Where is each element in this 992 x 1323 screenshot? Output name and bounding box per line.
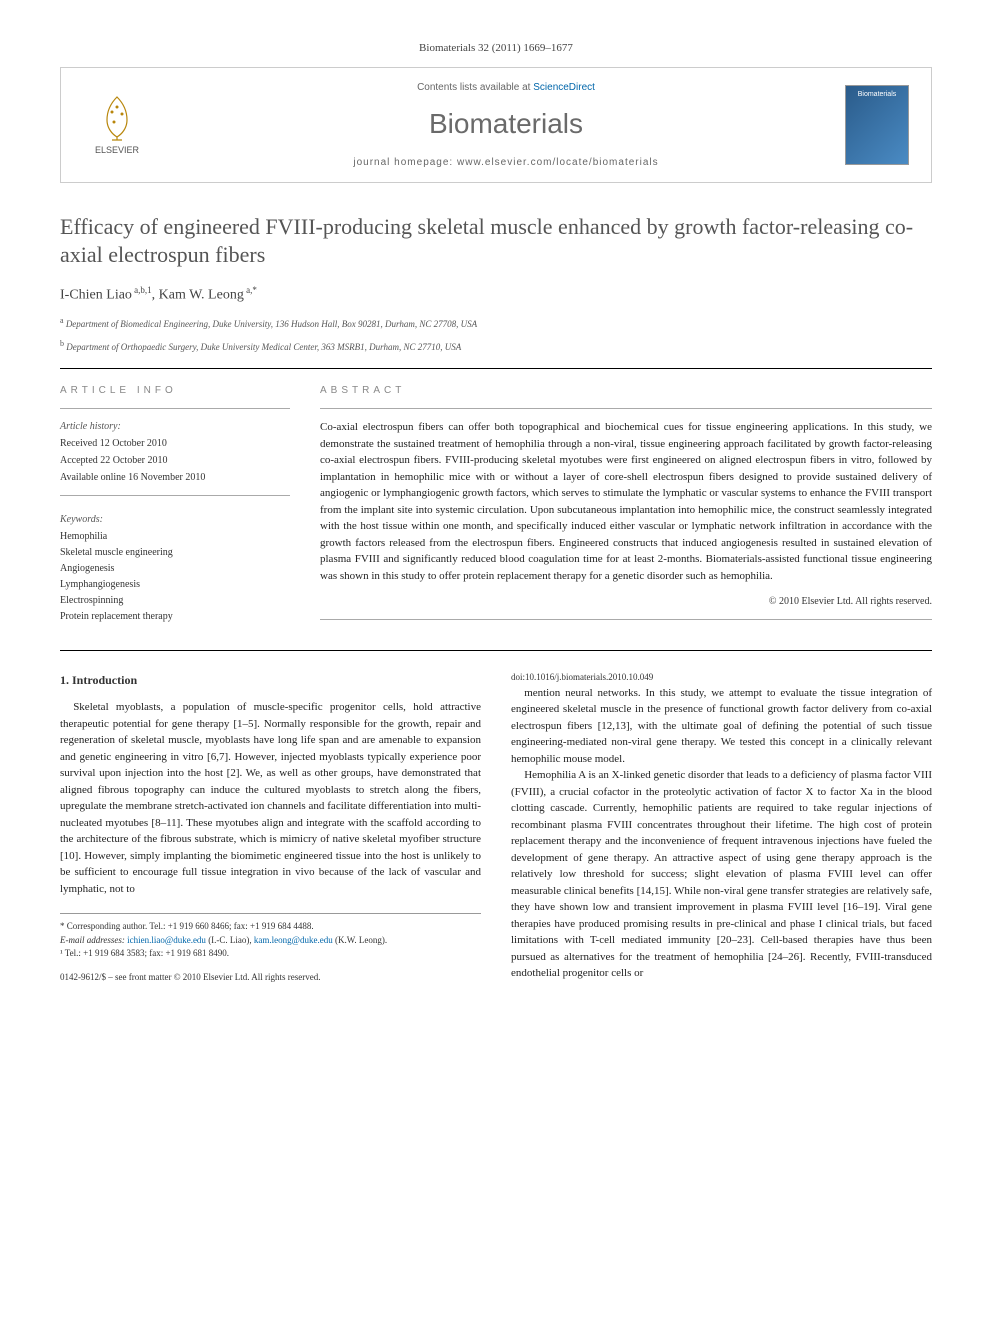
abstract-column: ABSTRACT Co-axial electrospun fibers can… bbox=[320, 383, 932, 630]
keyword: Hemophilia bbox=[60, 529, 290, 545]
section-1-heading: 1. Introduction bbox=[60, 671, 481, 689]
article-title: Efficacy of engineered FVIII-producing s… bbox=[60, 213, 932, 270]
intro-paragraph-2: mention neural networks. In this study, … bbox=[511, 685, 932, 768]
history-received: Received 12 October 2010 bbox=[60, 436, 290, 451]
author-1-affil: a,b,1 bbox=[132, 285, 152, 295]
journal-title: Biomaterials bbox=[183, 103, 829, 145]
divider bbox=[60, 495, 290, 496]
header-center: Contents lists available at ScienceDirec… bbox=[183, 80, 829, 170]
keywords-block: Keywords: Hemophilia Skeletal muscle eng… bbox=[60, 512, 290, 625]
contents-prefix: Contents lists available at bbox=[417, 82, 533, 93]
keyword: Skeletal muscle engineering bbox=[60, 545, 290, 561]
email-link-1[interactable]: ichien.liao@duke.edu bbox=[127, 935, 206, 945]
affiliation-a: a Department of Biomedical Engineering, … bbox=[60, 315, 932, 331]
body-two-column: 1. Introduction Skeletal myoblasts, a po… bbox=[60, 671, 932, 984]
homepage-url: www.elsevier.com/locate/biomaterials bbox=[457, 157, 659, 168]
contents-available-line: Contents lists available at ScienceDirec… bbox=[183, 80, 829, 95]
footnotes-block: * Corresponding author. Tel.: +1 919 660… bbox=[60, 913, 481, 961]
journal-reference: Biomaterials 32 (2011) 1669–1677 bbox=[60, 40, 932, 57]
intro-paragraph-1: Skeletal myoblasts, a population of musc… bbox=[60, 699, 481, 897]
author-2-affil: a,* bbox=[244, 285, 257, 295]
divider bbox=[60, 368, 932, 369]
author-list: I-Chien Liao a,b,1, Kam W. Leong a,* bbox=[60, 284, 932, 306]
elsevier-logo: ELSEVIER bbox=[77, 85, 157, 165]
corresponding-author-note: * Corresponding author. Tel.: +1 919 660… bbox=[60, 920, 481, 934]
journal-homepage-line: journal homepage: www.elsevier.com/locat… bbox=[183, 155, 829, 170]
abstract-text: Co-axial electrospun fibers can offer bo… bbox=[320, 419, 932, 584]
keyword: Protein replacement therapy bbox=[60, 609, 290, 625]
keywords-label: Keywords: bbox=[60, 512, 290, 527]
info-abstract-grid: ARTICLE INFO Article history: Received 1… bbox=[60, 383, 932, 630]
affiliation-b: b Department of Orthopaedic Surgery, Duk… bbox=[60, 338, 932, 354]
homepage-prefix: journal homepage: bbox=[353, 157, 457, 168]
author-2: Kam W. Leong bbox=[159, 287, 244, 302]
divider bbox=[320, 408, 932, 409]
journal-cover-thumbnail: Biomaterials bbox=[845, 85, 909, 165]
history-label: Article history: bbox=[60, 419, 290, 434]
abstract-label: ABSTRACT bbox=[320, 383, 932, 398]
author-1: I-Chien Liao bbox=[60, 287, 132, 302]
doi-line: doi:10.1016/j.biomaterials.2010.10.049 bbox=[511, 671, 932, 685]
email-link-2[interactable]: kam.leong@duke.edu bbox=[254, 935, 333, 945]
divider bbox=[60, 408, 290, 409]
issn-line: 0142-9612/$ – see front matter © 2010 El… bbox=[60, 971, 481, 985]
sciencedirect-link[interactable]: ScienceDirect bbox=[533, 82, 595, 93]
keyword: Angiogenesis bbox=[60, 561, 290, 577]
cover-label: Biomaterials bbox=[858, 90, 897, 101]
elsevier-tree-icon bbox=[92, 92, 142, 142]
history-online: Available online 16 November 2010 bbox=[60, 470, 290, 485]
affiliations-block: a Department of Biomedical Engineering, … bbox=[60, 315, 932, 354]
abstract-copyright: © 2010 Elsevier Ltd. All rights reserved… bbox=[320, 594, 932, 609]
publisher-name: ELSEVIER bbox=[95, 144, 139, 158]
history-accepted: Accepted 22 October 2010 bbox=[60, 453, 290, 468]
intro-paragraph-3: Hemophilia A is an X-linked genetic diso… bbox=[511, 767, 932, 982]
email-person-1: (I.-C. Liao), bbox=[208, 935, 251, 945]
email-person-2: (K.W. Leong). bbox=[335, 935, 387, 945]
article-info-label: ARTICLE INFO bbox=[60, 383, 290, 398]
footnote-tel: ¹ Tel.: +1 919 684 3583; fax: +1 919 681… bbox=[60, 947, 481, 961]
email-addresses-line: E-mail addresses: ichien.liao@duke.edu (… bbox=[60, 934, 481, 948]
emails-label: E-mail addresses: bbox=[60, 935, 125, 945]
keyword: Lymphangiogenesis bbox=[60, 577, 290, 593]
article-info-column: ARTICLE INFO Article history: Received 1… bbox=[60, 383, 290, 630]
journal-header-box: ELSEVIER Contents lists available at Sci… bbox=[60, 67, 932, 183]
divider bbox=[60, 650, 932, 651]
divider bbox=[320, 619, 932, 620]
keyword: Electrospinning bbox=[60, 593, 290, 609]
